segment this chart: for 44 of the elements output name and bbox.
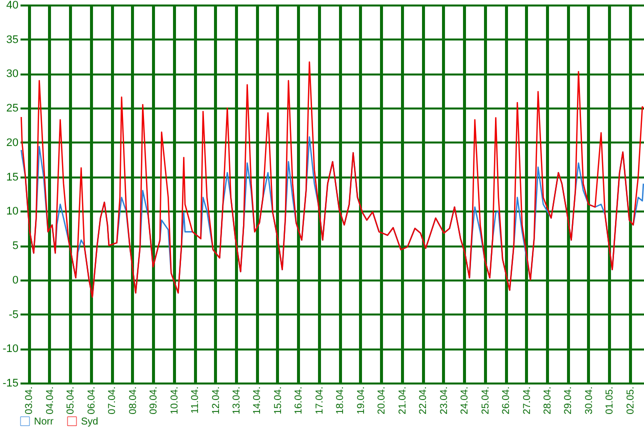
y-tick-label: 5 bbox=[12, 240, 18, 252]
y-tick-label: 25 bbox=[6, 102, 18, 115]
y-tick-label: 40 bbox=[6, 0, 18, 12]
x-tick-label: 10.04. bbox=[169, 386, 180, 414]
y-tick-label: -5 bbox=[8, 308, 18, 321]
x-tick-label: 28.04. bbox=[542, 386, 554, 414]
x-tick-label: 06.04. bbox=[86, 386, 98, 414]
y-tick-label: 10 bbox=[6, 206, 18, 218]
x-tick-label: 25.04. bbox=[480, 386, 492, 414]
x-tick-label: 15.04. bbox=[272, 386, 284, 414]
y-tick-label: 30 bbox=[6, 68, 18, 80]
x-tick-label: 01.05. bbox=[604, 386, 616, 414]
x-tick-label: 05.04. bbox=[66, 386, 77, 414]
x-tick-label: 21.04. bbox=[397, 386, 408, 414]
x-tick-label: 22.04. bbox=[418, 386, 430, 414]
x-tick-label: 27.04. bbox=[522, 386, 533, 414]
x-tick-label: 29.04. bbox=[563, 386, 574, 414]
y-tick-label: 0 bbox=[12, 274, 18, 286]
x-tick-label: 26.04. bbox=[501, 386, 512, 414]
x-tick-label: 14.04. bbox=[252, 386, 264, 414]
y-tick-label: 20 bbox=[6, 136, 18, 149]
x-tick-label: 16.04. bbox=[294, 386, 305, 414]
y-tick-label: 15 bbox=[6, 171, 18, 184]
x-tick-label: 07.04. bbox=[107, 386, 118, 414]
legend-label: Norr bbox=[34, 416, 54, 428]
y-tick-label: 35 bbox=[6, 34, 18, 46]
y-tick-label: -15 bbox=[2, 378, 18, 390]
x-tick-label: 02.05. bbox=[625, 386, 636, 414]
x-tick-label: 30.04. bbox=[584, 386, 595, 414]
x-tick-label: 03.04. bbox=[24, 386, 36, 414]
x-tick-label: 24.04. bbox=[460, 386, 471, 414]
x-tick-label: 23.04. bbox=[438, 386, 450, 414]
x-tick-label: 17.04. bbox=[314, 386, 326, 414]
x-tick-label: 04.04. bbox=[44, 386, 56, 414]
x-tick-label: 13.04. bbox=[232, 386, 243, 414]
x-tick-label: 11.04. bbox=[190, 386, 202, 414]
x-tick-label: 09.04. bbox=[148, 386, 160, 414]
x-tick-label: 19.04. bbox=[356, 386, 367, 414]
x-tick-label: 08.04. bbox=[128, 386, 139, 414]
x-tick-label: 18.04. bbox=[335, 386, 346, 414]
y-tick-label: -10 bbox=[2, 343, 18, 356]
legend-label: Syd bbox=[81, 416, 98, 428]
x-tick-label: 20.04. bbox=[376, 386, 388, 414]
x-tick-label: 12.04. bbox=[210, 386, 222, 414]
